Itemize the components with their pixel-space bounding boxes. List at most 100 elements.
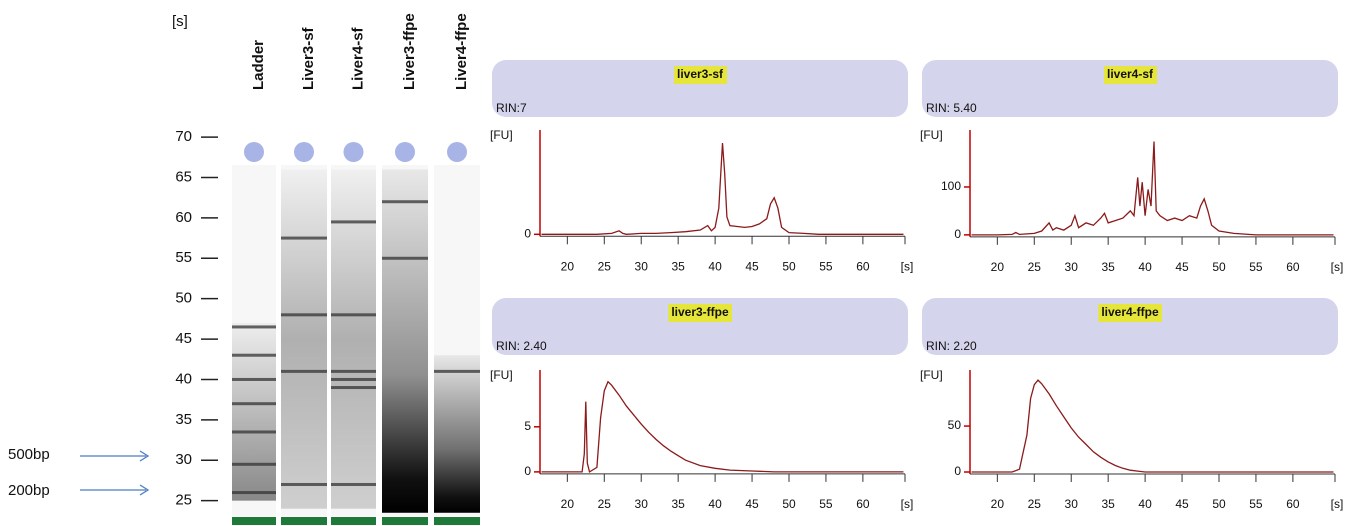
y-tick-label: 0 bbox=[954, 464, 961, 478]
smear bbox=[382, 169, 428, 512]
gel-tick-label: 30 bbox=[175, 451, 192, 468]
band bbox=[232, 402, 276, 405]
x-tick-label: 55 bbox=[819, 497, 833, 511]
x-tick-label: 20 bbox=[991, 497, 1005, 511]
y-tick-label: 0 bbox=[954, 227, 961, 241]
well bbox=[344, 142, 364, 162]
gel-tick-label: 65 bbox=[175, 168, 192, 185]
y-axis-label: [FU] bbox=[920, 128, 943, 142]
band bbox=[331, 378, 376, 381]
size-marker: 200bp bbox=[8, 482, 50, 499]
smear bbox=[281, 169, 327, 508]
band bbox=[281, 370, 327, 373]
y-tick-label: 0 bbox=[524, 226, 531, 240]
chart-title: liver3-sf bbox=[677, 67, 724, 81]
lane-foot bbox=[434, 517, 480, 525]
lane-foot bbox=[382, 517, 428, 525]
lane-foot bbox=[281, 517, 327, 525]
y-axis-label: [FU] bbox=[490, 128, 513, 142]
x-axis-label: [s] bbox=[901, 259, 914, 273]
gel-tick-label: 60 bbox=[175, 209, 192, 226]
rin: RIN: 2.40 bbox=[496, 339, 547, 353]
trace bbox=[542, 143, 904, 234]
lane-label: Liver4-ffpe bbox=[453, 13, 470, 90]
x-tick-label: 25 bbox=[598, 259, 612, 273]
x-tick-label: 60 bbox=[1286, 497, 1300, 511]
lane-foot bbox=[331, 517, 376, 525]
x-tick-label: 20 bbox=[561, 497, 575, 511]
lane-label: Liver4-sf bbox=[349, 26, 366, 90]
rin: RIN: 2.20 bbox=[926, 339, 977, 353]
x-tick-label: 45 bbox=[1175, 260, 1189, 274]
lane-foot bbox=[232, 517, 276, 525]
x-tick-label: 20 bbox=[991, 260, 1005, 274]
lane-label: Ladder bbox=[250, 40, 267, 90]
well bbox=[294, 142, 314, 162]
x-tick-label: 35 bbox=[1101, 260, 1115, 274]
x-tick-label: 35 bbox=[1101, 497, 1115, 511]
x-tick-label: 55 bbox=[1249, 260, 1263, 274]
band bbox=[331, 313, 376, 316]
x-tick-label: 25 bbox=[1028, 497, 1042, 511]
figure: [s] 500bp 200bp 25303540455055606570Ladd… bbox=[0, 0, 1364, 526]
band bbox=[331, 220, 376, 223]
x-tick-label: 40 bbox=[1138, 497, 1152, 511]
y-tick-label: 50 bbox=[948, 418, 962, 432]
rin: RIN: 5.40 bbox=[926, 101, 977, 115]
well bbox=[447, 142, 467, 162]
x-tick-label: 35 bbox=[671, 497, 685, 511]
gel-tick-label: 45 bbox=[175, 330, 192, 347]
x-tick-label: 50 bbox=[1212, 497, 1226, 511]
band bbox=[281, 483, 327, 486]
x-tick-label: 60 bbox=[1286, 260, 1300, 274]
x-tick-label: 55 bbox=[1249, 497, 1263, 511]
x-tick-label: 45 bbox=[1175, 497, 1189, 511]
gel-tick-label: 50 bbox=[175, 290, 192, 307]
x-axis-label: [s] bbox=[1331, 260, 1344, 274]
x-tick-label: 30 bbox=[1065, 260, 1079, 274]
smear bbox=[232, 323, 276, 501]
trace bbox=[542, 382, 904, 472]
band bbox=[232, 354, 276, 357]
x-tick-label: 55 bbox=[819, 259, 833, 273]
size-marker: 500bp bbox=[8, 446, 50, 463]
x-tick-label: 40 bbox=[708, 497, 722, 511]
x-tick-label: 60 bbox=[856, 259, 870, 273]
band bbox=[382, 257, 428, 260]
x-tick-label: 50 bbox=[782, 497, 796, 511]
x-tick-label: 60 bbox=[856, 497, 870, 511]
gel-tick-label: 55 bbox=[175, 249, 192, 266]
x-tick-label: 25 bbox=[1028, 260, 1042, 274]
rin: RIN:7 bbox=[496, 101, 527, 115]
x-tick-label: 30 bbox=[635, 259, 649, 273]
band bbox=[232, 491, 276, 494]
gel-tick-label: 25 bbox=[175, 492, 192, 509]
x-tick-label: 50 bbox=[1212, 260, 1226, 274]
band bbox=[331, 370, 376, 373]
band bbox=[331, 386, 376, 389]
y-axis-label: [FU] bbox=[490, 368, 513, 382]
chart-title: liver4-sf bbox=[1107, 67, 1154, 81]
band bbox=[281, 237, 327, 240]
y-tick-label: 100 bbox=[941, 179, 961, 193]
x-axis-label: [s] bbox=[1331, 497, 1344, 511]
x-tick-label: 30 bbox=[1065, 497, 1079, 511]
band bbox=[232, 325, 276, 328]
band bbox=[232, 463, 276, 466]
band bbox=[232, 378, 276, 381]
smear bbox=[434, 355, 480, 513]
lane-label: Liver3-sf bbox=[300, 26, 317, 90]
gel-tick-label: 70 bbox=[175, 128, 192, 145]
y-tick-label: 5 bbox=[524, 419, 531, 433]
band bbox=[331, 483, 376, 486]
y-axis-label: [FU] bbox=[920, 368, 943, 382]
y-tick-label: 0 bbox=[524, 464, 531, 478]
smear bbox=[331, 169, 376, 508]
chart-title: liver4-ffpe bbox=[1101, 305, 1159, 319]
gel-tick-label: 40 bbox=[175, 370, 192, 387]
x-tick-label: 20 bbox=[561, 259, 575, 273]
well bbox=[244, 142, 264, 162]
x-tick-label: 45 bbox=[745, 259, 759, 273]
well bbox=[395, 142, 415, 162]
x-tick-label: 40 bbox=[1138, 260, 1152, 274]
